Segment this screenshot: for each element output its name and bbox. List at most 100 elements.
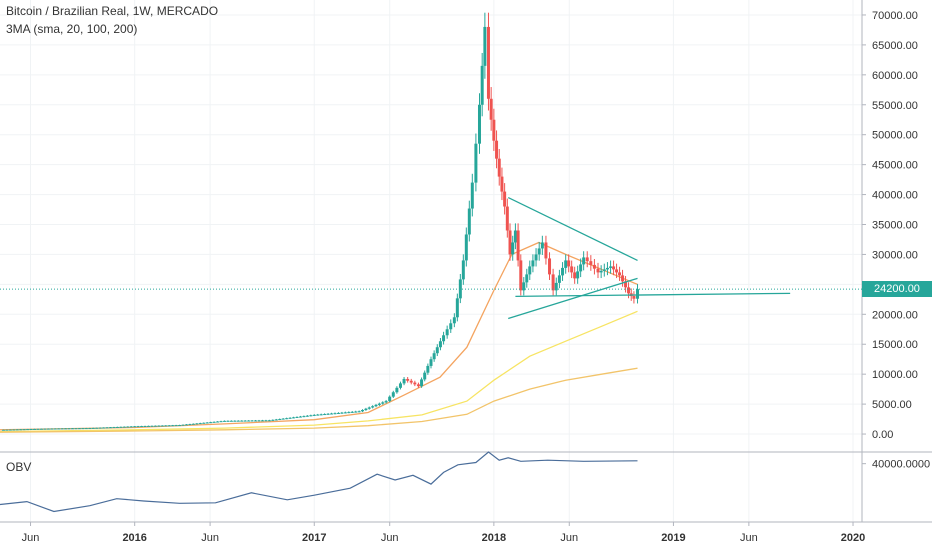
obv-legend[interactable]: OBV xyxy=(6,460,32,474)
candle-up xyxy=(420,379,424,387)
price-tick-label: 10000.00 xyxy=(872,369,918,381)
obv-axis: 40000.0000 xyxy=(862,459,930,471)
candle-up xyxy=(384,401,388,403)
candle-up xyxy=(330,413,334,415)
candle-down xyxy=(492,119,496,141)
candle-down xyxy=(489,98,493,120)
candle-up xyxy=(229,420,233,422)
candle-up xyxy=(525,274,529,283)
candle-up xyxy=(81,428,85,430)
candle-down xyxy=(567,260,571,267)
candle-up xyxy=(129,426,133,428)
candle-up xyxy=(470,182,474,209)
candle-up xyxy=(19,429,23,431)
candle-up xyxy=(126,426,130,428)
candle-up xyxy=(57,428,61,430)
time-tick-label: Jun xyxy=(22,532,40,544)
candle-up xyxy=(316,414,320,416)
candle-up xyxy=(22,429,26,431)
candle-up xyxy=(326,413,330,415)
candle-down xyxy=(624,281,628,288)
candle-up xyxy=(429,359,433,366)
candle-up xyxy=(160,425,164,427)
symbol-title[interactable]: Bitcoin / Brazilian Real, 1W, MERCADO xyxy=(6,4,219,18)
candle-up xyxy=(60,428,64,430)
time-tick-label: 2018 xyxy=(482,532,506,544)
candle-down xyxy=(406,378,410,381)
price-tick-label: 70000.00 xyxy=(872,10,918,22)
price-tick-label: 50000.00 xyxy=(872,130,918,142)
candle-up xyxy=(198,423,202,425)
candle-up xyxy=(582,257,586,265)
candle-up xyxy=(247,420,251,422)
candle-up xyxy=(602,269,606,271)
candle-up xyxy=(350,411,354,413)
candle-up xyxy=(423,372,427,380)
candle-down xyxy=(612,266,616,270)
price-tick-label: 30000.00 xyxy=(872,249,918,261)
candle-up xyxy=(150,425,154,427)
time-tick-label: 2017 xyxy=(302,532,326,544)
candle-up xyxy=(257,420,261,422)
indicator-legend[interactable]: 3MA (sma, 20, 100, 200) xyxy=(6,22,138,36)
candle-down xyxy=(627,287,631,294)
candle-up xyxy=(467,208,471,235)
candle-down xyxy=(632,296,636,299)
candle-up xyxy=(157,425,161,427)
candle-up xyxy=(136,426,140,428)
moving-averages xyxy=(0,241,638,433)
ma200-line xyxy=(0,367,638,433)
candle-up xyxy=(88,428,92,430)
candle-up xyxy=(391,392,395,397)
price-tick-label: 45000.00 xyxy=(872,160,918,172)
price-tick-label: 40000.00 xyxy=(872,190,918,202)
candle-up xyxy=(576,271,580,279)
candle-down xyxy=(409,380,413,383)
time-tick-label: 2020 xyxy=(841,532,865,544)
candle-down xyxy=(548,258,552,275)
candle-up xyxy=(140,426,144,428)
time-axis: Jun 2016 Jun 2017 Jun 2018 Jun 2019 Jun 2020 xyxy=(22,522,865,544)
candle-down xyxy=(618,272,622,276)
candle-up xyxy=(271,419,275,421)
candle-up xyxy=(336,412,340,414)
candle-up xyxy=(312,414,316,416)
price-axis: 0.005000.0010000.0015000.0020000.0025000… xyxy=(862,10,918,441)
candle-up xyxy=(367,407,371,409)
candle-up xyxy=(599,270,603,273)
candle-up xyxy=(354,411,358,413)
ma20-line xyxy=(0,241,638,431)
candle-up xyxy=(278,419,282,421)
candle-up xyxy=(105,427,109,429)
candle-up xyxy=(191,423,195,425)
candle-down xyxy=(551,274,555,291)
candle-up xyxy=(480,65,484,105)
candle-up xyxy=(531,260,535,267)
candle-up xyxy=(445,329,449,336)
candle-up xyxy=(455,298,459,318)
candle-up xyxy=(202,422,206,424)
candle-up xyxy=(340,412,344,414)
price-tick-label: 55000.00 xyxy=(872,100,918,112)
candle-up xyxy=(309,415,313,417)
candle-up xyxy=(554,282,558,291)
candle-up xyxy=(205,422,209,424)
price-tick-label: 60000.00 xyxy=(872,70,918,82)
candle-up xyxy=(264,420,268,422)
candle-up xyxy=(513,230,517,243)
candle-up xyxy=(43,428,47,430)
candle-up xyxy=(564,260,568,268)
candle-down xyxy=(589,261,593,265)
candle-up xyxy=(254,420,258,422)
candle-up xyxy=(91,427,95,429)
candle-up xyxy=(483,26,487,66)
candle-up xyxy=(12,429,16,431)
support-line xyxy=(515,292,791,297)
candle-down xyxy=(592,264,596,269)
candle-up xyxy=(236,420,240,422)
price-tick-label: 20000.00 xyxy=(872,309,918,321)
price-tick-label: 5000.00 xyxy=(872,399,912,411)
